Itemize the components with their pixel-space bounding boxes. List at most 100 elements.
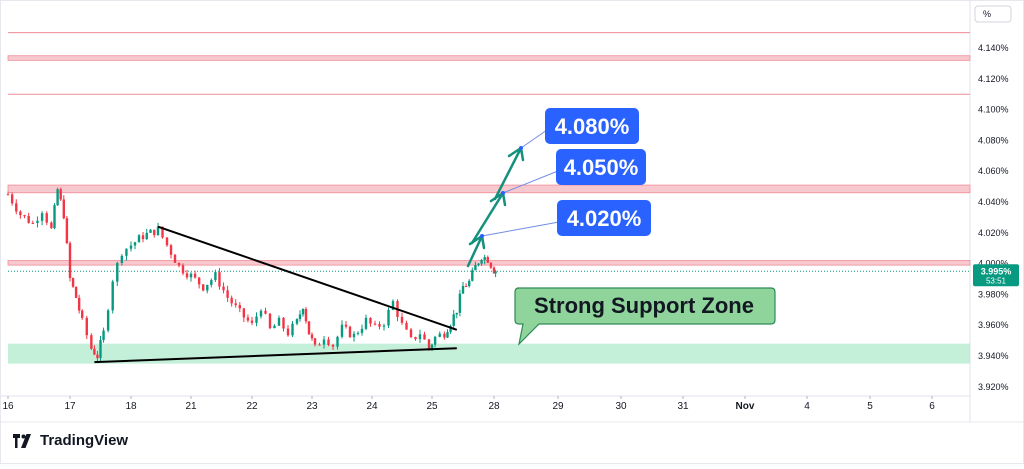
candle-body [468, 280, 471, 287]
candle-body [418, 334, 422, 340]
time-tick-label: Nov [736, 401, 755, 412]
candle-body [356, 332, 360, 334]
support-callout-label: Strong Support Zone [534, 293, 754, 318]
candle-body [336, 336, 339, 347]
candle-body [268, 313, 272, 329]
candle-body [222, 286, 225, 291]
candle-body [210, 280, 213, 285]
candle-body [322, 339, 326, 345]
time-tick-label: 29 [552, 401, 564, 412]
candle-body [301, 308, 305, 315]
candle-body [286, 328, 290, 336]
trendlines-layer [94, 146, 525, 364]
candle-body [480, 259, 483, 264]
candle-body [234, 303, 237, 306]
candle-body [255, 316, 258, 323]
candle-body [90, 335, 93, 349]
candle-body [471, 270, 474, 281]
price-tick-label: 4.000% [978, 259, 1009, 269]
candle-body [340, 324, 344, 337]
target-label-box [557, 200, 651, 236]
time-tick-label: 17 [64, 401, 76, 412]
target-anchor-dot [519, 146, 523, 150]
annotations-layer: 4.080% 4.050% 4.020% Strong Support Zone [480, 108, 776, 346]
projection-arrow-segment [466, 234, 484, 268]
candle-body [230, 297, 233, 304]
candle-body [474, 264, 477, 271]
candle-body [486, 257, 489, 263]
price-tick-label: 4.040% [978, 197, 1009, 207]
candle-body [65, 218, 69, 244]
candle-body [85, 317, 88, 336]
candle-body [298, 314, 302, 320]
candle-body [423, 334, 426, 340]
time-tick-label: 30 [615, 401, 627, 412]
candle-body [185, 273, 189, 278]
candle-body [331, 344, 335, 347]
candle-body [238, 305, 241, 309]
candle-body [458, 293, 462, 313]
candle-body [6, 194, 10, 196]
candle-body [446, 332, 449, 338]
candle-body [193, 273, 197, 278]
time-tick-label: 31 [677, 401, 689, 412]
candle-body [106, 310, 110, 331]
price-tick-label: 3.960% [978, 320, 1009, 330]
brand-logo[interactable]: TradingView [10, 432, 128, 449]
candle-body [313, 338, 317, 345]
candle-body [62, 199, 65, 219]
price-tick-label: 3.920% [978, 382, 1009, 392]
candle-body [50, 222, 53, 229]
candle-body [250, 320, 254, 323]
candle-body [120, 255, 124, 263]
candle-body [169, 245, 173, 255]
candle-body [99, 340, 102, 359]
candle-body [214, 272, 217, 281]
time-tick-label: 25 [426, 401, 438, 412]
time-tick-label: 16 [2, 401, 14, 412]
price-axis-unit: % [983, 9, 991, 19]
projection-arrow-segment [493, 146, 523, 201]
candle-body [433, 336, 437, 345]
candle-body [53, 205, 56, 229]
candle-body [165, 237, 169, 246]
candle-body [452, 314, 455, 326]
candle-body [102, 330, 105, 341]
candle-body [369, 317, 372, 324]
resistance-zone [7, 184, 971, 194]
candle-body [189, 273, 193, 278]
candle-body [81, 310, 84, 318]
candle-body [218, 272, 221, 287]
target-label: 4.080% [555, 114, 630, 139]
candle-body [477, 263, 480, 265]
candle-body [74, 286, 78, 298]
candle-body [181, 265, 185, 274]
candle-body [414, 336, 417, 340]
candle-body [19, 211, 22, 216]
candle-body [23, 215, 26, 217]
candle-body [360, 328, 364, 333]
candle-body [378, 323, 381, 327]
candle-body [400, 316, 404, 323]
candle-body [156, 226, 160, 236]
candle-body [259, 310, 263, 317]
current-price-tag [973, 264, 1019, 287]
resistance-zone [7, 55, 971, 61]
time-tick-label: 24 [366, 401, 378, 412]
price-tick-label: 4.120% [978, 74, 1009, 84]
candle-body [40, 213, 44, 221]
target-label-box [545, 108, 639, 144]
bar-countdown: 53:51 [986, 276, 1007, 285]
candle-body [352, 333, 356, 338]
zones-layer [7, 32, 971, 364]
candle-body [197, 277, 201, 285]
candle-body [116, 262, 119, 282]
candle-body [405, 322, 408, 330]
candle-body [173, 254, 177, 263]
target-label-box [556, 149, 646, 185]
candle-body [125, 248, 128, 256]
candle-body [438, 333, 441, 337]
candle-body [177, 262, 181, 266]
candle-body [494, 271, 497, 274]
